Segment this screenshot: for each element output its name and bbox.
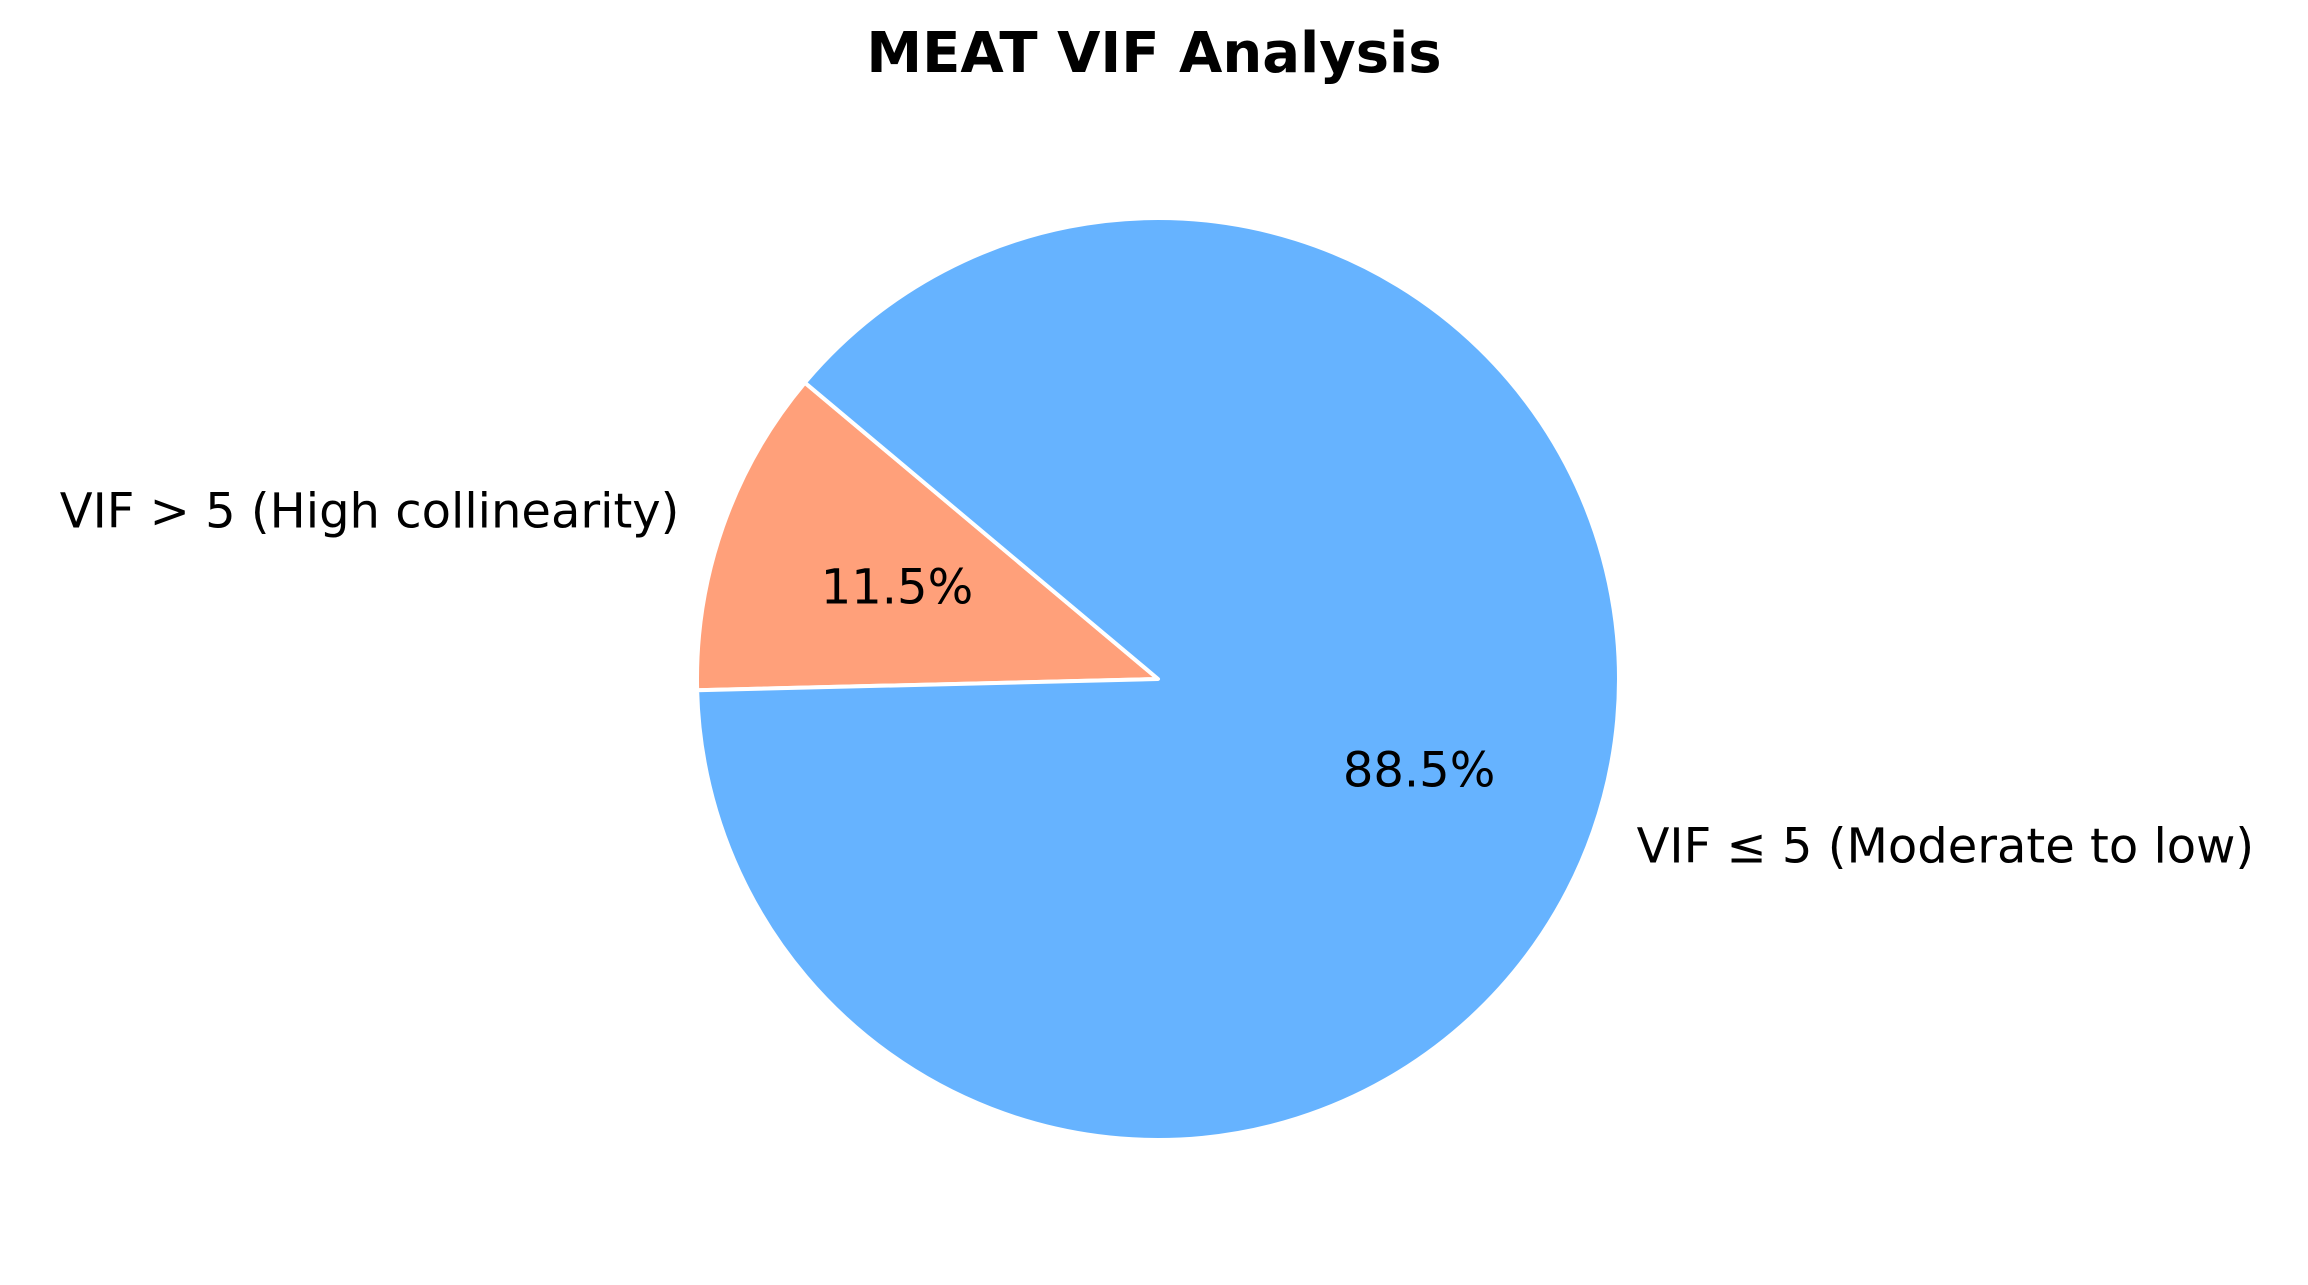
- pie-slice-0: [695, 380, 1160, 693]
- pie-labels: 11.5% VIF > 5 (High collinearity) 88.5% VIF…: [60, 483, 2254, 874]
- pie-pct-label-1: 88.5%: [1343, 742, 1495, 798]
- pie-slices: [695, 216, 1621, 1142]
- pie-category-label-1: VIF ≤ 5 (Moderate to low): [1637, 819, 2255, 875]
- pie-pct-label-0: 11.5%: [821, 560, 973, 616]
- pie-category-label-0: VIF > 5 (High collinearity): [60, 483, 680, 539]
- pie-slice-1: [695, 216, 1621, 1142]
- chart-title: MEAT VIF Analysis: [866, 21, 1441, 86]
